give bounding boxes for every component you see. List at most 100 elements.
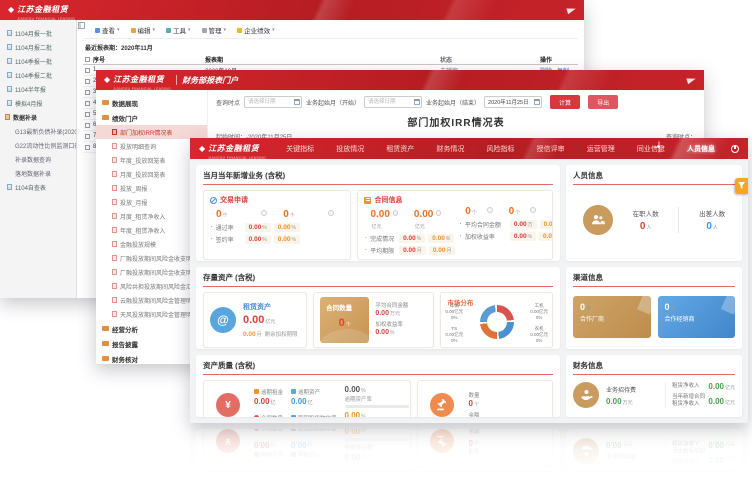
sidebar-item[interactable]: 1104季报二批 bbox=[0, 68, 76, 82]
sidebar-item[interactable]: 年度_租赁净收入 bbox=[96, 223, 207, 237]
row-checkbox[interactable] bbox=[85, 78, 90, 84]
sidebar-item[interactable]: 厂融投放期间风险金收支明细表(万元) bbox=[96, 265, 207, 279]
back-sidebar: 1104月报一批 1104月报二批 1104季报一批 1104季报二批 bbox=[0, 20, 77, 298]
sidebar-item[interactable]: 落地数据补录 bbox=[0, 166, 76, 180]
select-all-checkbox[interactable] bbox=[85, 56, 90, 62]
power-icon[interactable] bbox=[731, 144, 739, 153]
sidebar-item-label: 1104季报一批 bbox=[15, 59, 52, 66]
sidebar-item[interactable]: 金融投放规模 bbox=[96, 237, 207, 251]
row-checkbox[interactable] bbox=[85, 122, 90, 128]
nav-item[interactable]: 授信评审 bbox=[536, 145, 565, 153]
sidebar-item[interactable]: 报告披露 bbox=[96, 336, 207, 351]
side-metric: 平均合同金额 0.00万元 bbox=[375, 301, 427, 317]
nav-item[interactable]: 风险指标 bbox=[486, 145, 515, 153]
section-stock-assets: 存量资产 (含税) @ 租赁资产 0.00亿元 0.00月 剩余加权期限 合同数量 bbox=[196, 267, 560, 349]
end-month-input[interactable] bbox=[484, 96, 543, 108]
start-month-input[interactable] bbox=[364, 96, 423, 108]
bullet-icon: · bbox=[210, 234, 213, 244]
toolbar-menu-item[interactable]: 工具 ▾ bbox=[166, 25, 191, 35]
sidebar-item[interactable]: 天风投放期间风险金管理明细表 bbox=[96, 307, 207, 321]
toolbar-menu-item[interactable]: 管理 ▾ bbox=[201, 25, 226, 35]
metric-label: 平均期限 bbox=[370, 249, 395, 255]
sidebar-item[interactable]: 绩效门户 bbox=[96, 110, 207, 125]
donut-label-machinery: 工机 0.00亿元 0% bbox=[530, 303, 549, 320]
row-checkbox[interactable] bbox=[85, 144, 90, 150]
radio-circle bbox=[261, 210, 268, 216]
progress-bar bbox=[344, 405, 409, 408]
toolbar-menu-item[interactable]: 编辑 ▾ bbox=[130, 25, 155, 35]
report-icon bbox=[112, 269, 117, 275]
logo-diamond-icon: ◆ bbox=[104, 75, 111, 84]
sidebar-item[interactable]: 模拟4月报 bbox=[0, 96, 76, 110]
row-checkbox[interactable] bbox=[85, 111, 90, 117]
sidebar-item[interactable]: 1104月报二批 bbox=[0, 40, 76, 54]
row-number: 7 bbox=[93, 133, 97, 139]
sidebar-item[interactable]: 经营分析 bbox=[96, 321, 207, 336]
row-checkbox[interactable] bbox=[85, 89, 90, 95]
row-checkbox[interactable] bbox=[85, 67, 90, 73]
sidebar-item[interactable]: 部门加权IRR情况表 bbox=[96, 125, 207, 139]
sidebar-item[interactable]: 数据展现 bbox=[96, 95, 207, 110]
sidebar-item-label: 绩效门户 bbox=[112, 115, 138, 123]
sidebar-item[interactable]: 1104季报一批 bbox=[0, 54, 76, 68]
nav-item[interactable]: 租赁资产 bbox=[386, 145, 415, 153]
toolbar-menu-item[interactable]: 企业绩效 ▾ bbox=[237, 25, 275, 35]
sidebar-item[interactable]: 数据补录 bbox=[0, 110, 76, 124]
contract-count-icon bbox=[254, 429, 259, 431]
document-icon bbox=[7, 72, 12, 78]
sidebar-item[interactable]: 财务核对 bbox=[96, 351, 207, 364]
finance-metric: 租赁净收入 0.00亿元 bbox=[672, 382, 735, 392]
sidebar-item[interactable]: 1104半年报 bbox=[0, 82, 76, 96]
calculate-button[interactable]: 计算 bbox=[550, 95, 581, 109]
nav-item[interactable]: 投放情况 bbox=[336, 145, 365, 153]
sidebar-item[interactable]: G13最新负债补录(2020) bbox=[0, 124, 76, 138]
sidebar-item[interactable]: 1104月报一批 bbox=[0, 26, 76, 40]
nav-item[interactable]: 同业信息 bbox=[636, 145, 665, 153]
sidebar-item[interactable]: 补录数据查询 bbox=[0, 152, 76, 166]
hand-coin-icon bbox=[573, 438, 599, 464]
channel-card[interactable]: 0家 合作厂商 bbox=[573, 296, 651, 338]
sidebar-item[interactable]: G22流动性比例监测口径补录 bbox=[0, 138, 76, 152]
logo-title: 江苏金融租赁 bbox=[113, 75, 165, 84]
sidebar-item[interactable]: 风险共担投放期间风险金汇总表 bbox=[96, 279, 207, 293]
sidebar-item[interactable]: 1104自查表 bbox=[0, 180, 76, 194]
logo-subtitle: JIANGSU FINANCIAL LEASING bbox=[17, 17, 76, 20]
sidebar-item[interactable]: 投放_周报 bbox=[96, 181, 207, 195]
reflection: 当月当年新增业务 (含税) 交易申请 0个 bbox=[190, 423, 748, 480]
filter-fab[interactable] bbox=[735, 178, 748, 194]
sidebar-item[interactable]: 月度_投放回笼表 bbox=[96, 167, 207, 181]
calendar-icon[interactable] bbox=[414, 99, 421, 105]
sidebar-item-label: 月度_投放回笼表 bbox=[120, 172, 166, 179]
channel-label: 合作厂商 bbox=[580, 317, 605, 323]
lawsuit-amount: 金额 0.00亿元 bbox=[468, 429, 480, 433]
sidebar-item[interactable]: 云融投放期间风险金管理明细表 bbox=[96, 293, 207, 307]
calendar-icon[interactable] bbox=[294, 99, 301, 105]
radio-circle bbox=[486, 207, 493, 213]
card-trade-applications: 交易申请 0个 0个 bbox=[203, 190, 352, 260]
bullet-icon: · bbox=[459, 231, 462, 241]
row-checkbox[interactable] bbox=[85, 133, 90, 139]
sidebar-item[interactable]: 月度_租赁净收入 bbox=[96, 209, 207, 223]
menu-icon bbox=[201, 27, 207, 33]
nav-item[interactable]: 运营管理 bbox=[586, 145, 615, 153]
document-icon bbox=[7, 58, 12, 64]
sidebar-item[interactable]: 年度_投放回笼表 bbox=[96, 153, 207, 167]
filter-label-query-point: 查询时点 bbox=[216, 100, 241, 107]
sidebar-item[interactable]: 厂融投放期间风险金收支明细表 bbox=[96, 251, 207, 265]
card-contract-count: 合同数量 0个 平均合同金额 0.00万元 bbox=[313, 292, 435, 348]
collapse-sidebar-icon[interactable] bbox=[78, 22, 85, 29]
sidebar-item[interactable]: 投放_月报 bbox=[96, 195, 207, 209]
query-point-input[interactable] bbox=[244, 96, 303, 108]
progress-bar bbox=[344, 438, 409, 441]
nav-item[interactable]: 关键指标 bbox=[286, 145, 315, 153]
toolbar-menu-item[interactable]: 查看 ▾ bbox=[95, 25, 120, 35]
nav-item[interactable]: 人员信息 bbox=[686, 145, 715, 153]
nav-item[interactable]: 财务情况 bbox=[436, 145, 465, 153]
bullet-icon: · bbox=[459, 219, 462, 229]
row-checkbox[interactable] bbox=[85, 100, 90, 106]
sidebar-item[interactable]: 投放明细查询 bbox=[96, 139, 207, 153]
export-button[interactable]: 导出 bbox=[588, 95, 619, 109]
metric-overdue-rent: 逾期租金 0.00亿 bbox=[254, 389, 284, 406]
calendar-icon[interactable] bbox=[534, 99, 541, 105]
channel-card[interactable]: 0家 合作经销商 bbox=[657, 296, 735, 338]
